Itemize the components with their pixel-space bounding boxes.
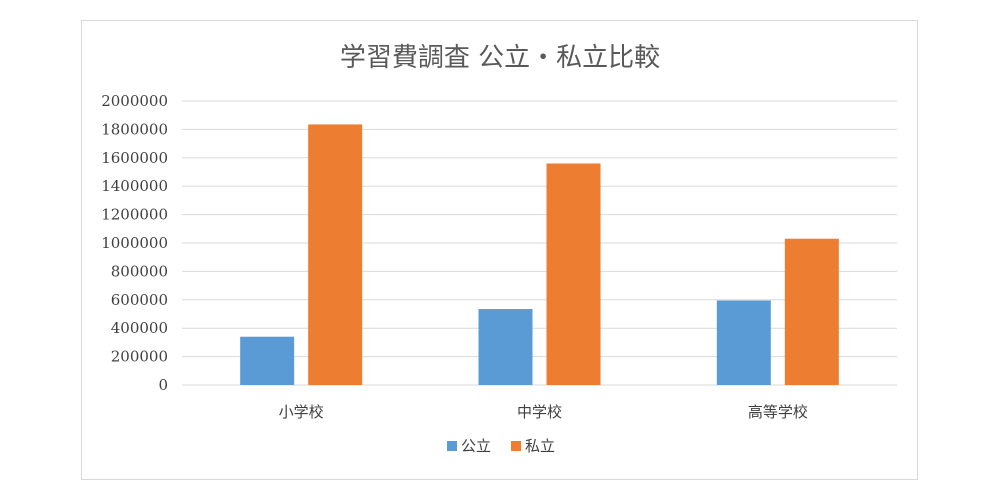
bar-chart: 学習費調査 公立・私立比較 0 200000 400000 600000 800000 1…	[101, 43, 897, 455]
bar-公立-中学校	[478, 309, 533, 385]
chart-title: 学習費調査 公立・私立比較	[340, 43, 660, 73]
y-tick-label: 800000	[111, 262, 168, 280]
x-category-label: 高等学校	[748, 403, 808, 421]
y-tick-label: 1800000	[101, 120, 168, 138]
legend-swatch-公立	[447, 441, 457, 451]
legend-swatch-私立	[511, 441, 521, 451]
bars	[240, 124, 839, 386]
chart-area: 学習費調査 公立・私立比較 0 200000 400000 600000 800000 1…	[81, 20, 918, 480]
y-tick-label: 400000	[111, 319, 168, 337]
y-tick-label: 1600000	[101, 149, 168, 167]
y-axis-ticks: 0 200000 400000 600000 800000 1000000 1200000 1…	[101, 92, 168, 394]
x-category-label: 小学校	[279, 403, 324, 421]
y-tick-label: 1400000	[101, 177, 168, 195]
bar-公立-小学校	[240, 336, 295, 385]
y-tick-label: 600000	[111, 291, 168, 309]
legend-label: 私立	[525, 437, 555, 455]
x-category-label: 中学校	[517, 403, 562, 421]
x-axis-categories: 小学校 中学校 高等学校	[279, 403, 808, 421]
gridlines	[182, 100, 897, 386]
bar-私立-中学校	[546, 163, 601, 385]
legend: 公立 私立	[447, 437, 555, 455]
bar-公立-高等学校	[716, 300, 771, 385]
bar-私立-小学校	[308, 124, 363, 386]
y-tick-label: 1200000	[101, 206, 168, 224]
y-tick-label: 0	[158, 376, 168, 394]
legend-label: 公立	[461, 437, 491, 455]
bar-私立-高等学校	[784, 238, 839, 385]
y-tick-label: 1000000	[101, 234, 168, 252]
y-tick-label: 200000	[111, 348, 168, 366]
y-tick-label: 2000000	[101, 92, 168, 110]
